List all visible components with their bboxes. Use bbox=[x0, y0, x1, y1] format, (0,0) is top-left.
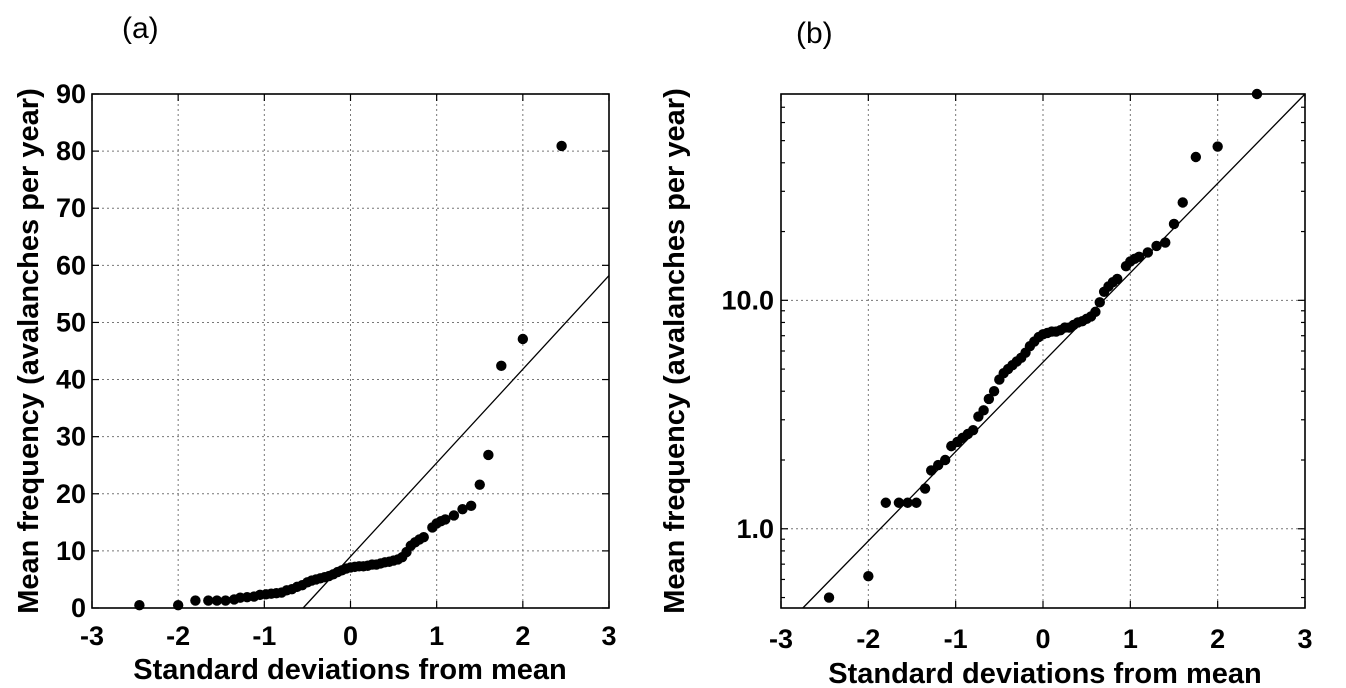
x-tick-label: 3 bbox=[1297, 624, 1312, 654]
y-tick-label: 10.0 bbox=[721, 285, 774, 315]
x-tick-label: 3 bbox=[601, 621, 616, 651]
panel-b-points bbox=[823, 88, 1263, 603]
panel-a-label: (a) bbox=[122, 12, 159, 45]
panel-a-ylabel: Mean frequency (avalanches per year) bbox=[13, 88, 45, 613]
data-point bbox=[1177, 197, 1188, 208]
panel-b-fit-line bbox=[802, 93, 1306, 609]
data-point bbox=[1212, 141, 1223, 152]
data-point bbox=[978, 405, 989, 416]
y-tick-label: 0 bbox=[71, 593, 86, 623]
y-tick-label: 50 bbox=[56, 307, 86, 337]
data-point bbox=[465, 500, 477, 511]
x-tick-label: 0 bbox=[1035, 624, 1050, 654]
data-point bbox=[1168, 218, 1180, 230]
panel-a-xlabel: Standard deviations from mean bbox=[133, 654, 567, 686]
panel-a-frame bbox=[91, 93, 610, 609]
y-tick-label: 60 bbox=[56, 250, 86, 280]
fit-line bbox=[302, 275, 610, 609]
x-tick-label: 1 bbox=[1123, 624, 1138, 654]
data-point bbox=[988, 386, 1000, 397]
x-tick-label: 2 bbox=[1210, 624, 1225, 654]
y-tick-label: 90 bbox=[56, 79, 86, 109]
panel-b-ylabel: Mean frequency (avalanches per year) bbox=[659, 88, 691, 613]
data-point bbox=[1112, 273, 1123, 285]
y-tick-label: 10 bbox=[56, 536, 86, 566]
data-point bbox=[880, 497, 891, 508]
panel-b-ticks: -3 -2 -1 0 1 2 3 1.0 10.0 bbox=[721, 94, 1313, 654]
x-tick-label: 0 bbox=[343, 621, 358, 651]
data-point bbox=[190, 595, 201, 606]
data-point bbox=[483, 449, 494, 461]
data-point bbox=[457, 503, 468, 515]
data-point bbox=[911, 497, 922, 508]
data-point bbox=[863, 571, 874, 582]
data-point bbox=[418, 531, 429, 543]
data-point bbox=[1133, 251, 1145, 263]
data-point bbox=[1090, 306, 1101, 318]
fit-line bbox=[802, 93, 1306, 609]
data-point bbox=[1190, 151, 1202, 163]
y-tick-label: 70 bbox=[56, 193, 86, 223]
y-tick-label: 80 bbox=[56, 136, 86, 166]
data-point bbox=[220, 595, 231, 606]
data-point bbox=[902, 497, 913, 508]
panel-b-xlabel: Standard deviations from mean bbox=[828, 658, 1262, 688]
x-tick-label: 2 bbox=[515, 621, 530, 651]
x-tick-label: -2 bbox=[166, 621, 190, 651]
panel-b-label: (b) bbox=[796, 17, 833, 50]
data-point bbox=[1142, 247, 1154, 258]
data-point bbox=[211, 595, 223, 606]
panel-b-chart: (b) -3 -2 -1 0 1 2 3 1.0 10.0 Standard deviation… bbox=[659, 17, 1313, 688]
panel-b-grid bbox=[781, 94, 1305, 608]
data-point bbox=[517, 333, 529, 345]
data-point bbox=[496, 360, 507, 372]
y-tick-label: 1.0 bbox=[736, 514, 774, 544]
panel-b-frame bbox=[780, 93, 1306, 609]
data-point bbox=[919, 483, 931, 494]
data-point bbox=[1094, 297, 1105, 308]
x-tick-label: -3 bbox=[80, 621, 104, 651]
y-tick-label: 30 bbox=[56, 422, 86, 452]
data-point bbox=[448, 510, 460, 521]
y-tick-label: 40 bbox=[56, 365, 86, 395]
x-tick-label: -1 bbox=[252, 621, 276, 651]
data-point bbox=[1151, 240, 1162, 252]
panel-a-points bbox=[134, 140, 567, 611]
data-point bbox=[556, 140, 567, 152]
data-point bbox=[203, 595, 214, 606]
x-tick-label: -1 bbox=[944, 624, 968, 654]
data-point bbox=[893, 497, 905, 508]
data-point bbox=[983, 393, 995, 405]
data-point bbox=[440, 514, 451, 525]
data-point bbox=[474, 479, 485, 490]
panel-a-fit-line bbox=[302, 275, 610, 609]
x-tick-label: -2 bbox=[856, 624, 880, 654]
x-tick-label: 1 bbox=[429, 621, 444, 651]
x-tick-label: -3 bbox=[769, 624, 793, 654]
data-point bbox=[967, 425, 979, 436]
data-point bbox=[823, 592, 835, 603]
data-point bbox=[1160, 237, 1171, 248]
data-point bbox=[939, 454, 951, 466]
y-tick-label: 20 bbox=[56, 479, 86, 509]
panel-a-grid bbox=[92, 94, 609, 608]
